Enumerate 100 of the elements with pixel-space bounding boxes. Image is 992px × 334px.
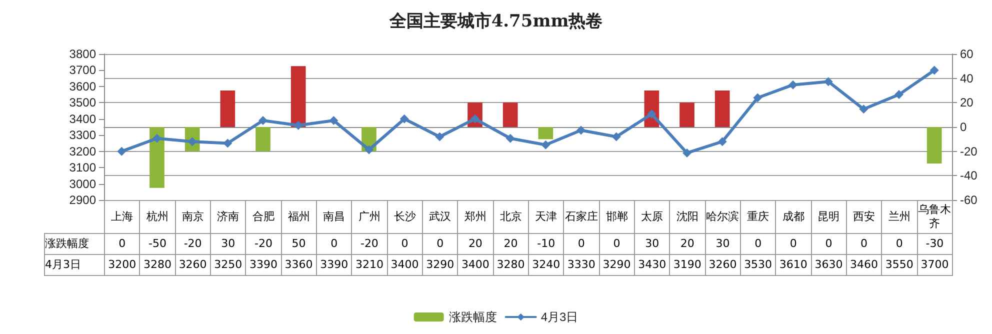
data-label: 0: [564, 234, 600, 254]
x-tick-label: 乌鲁木齐: [917, 200, 952, 234]
point: [117, 146, 126, 156]
point: [152, 134, 162, 143]
bar: [502, 102, 518, 127]
x-tick-label: 重庆: [740, 200, 776, 234]
data-label: 3610: [776, 254, 812, 276]
data-label: 0: [776, 234, 812, 254]
data-label: 3250: [210, 254, 246, 276]
data-label: 3260: [175, 254, 210, 276]
data-label: 3400: [387, 254, 422, 276]
data-label: 20: [670, 234, 706, 254]
y-tick-label: 2900: [69, 193, 96, 207]
point: [435, 132, 444, 142]
data-label: 0: [104, 234, 140, 254]
data-label: 30: [210, 234, 246, 254]
x-tick-label: 邯郸: [599, 200, 634, 234]
y-tick-label: 3100: [69, 160, 96, 175]
y-tick-label: 3800: [69, 47, 96, 61]
data-label: 3290: [599, 254, 634, 276]
y-tick-label: 3200: [69, 144, 96, 158]
bar: [256, 127, 270, 152]
x-tick-label: 西安: [846, 200, 882, 234]
y-tick-label: 3400: [69, 112, 96, 126]
x-tick-label: 哈尔滨: [705, 200, 740, 234]
y2-tick-label: 20: [960, 96, 974, 110]
data-label: 3280: [493, 254, 528, 276]
data-label: 50: [281, 234, 316, 254]
point: [506, 134, 515, 143]
x-tick-label: 南京: [175, 200, 210, 234]
point: [364, 145, 374, 154]
chart-title: 全国主要城市4.75mm热卷: [388, 12, 603, 32]
x-tick-label: 济南: [210, 200, 246, 234]
y2-tick-label: 40: [960, 71, 974, 86]
data-label: 3700: [917, 254, 952, 276]
data-label: 0: [882, 234, 918, 254]
x-tick-label: 杭州: [140, 200, 176, 234]
x-tick-label: 成都: [776, 200, 812, 234]
data-label: 3280: [140, 254, 176, 276]
data-label: 20: [493, 234, 528, 254]
x-tick-label: 北京: [493, 200, 528, 234]
data-label: 0: [740, 234, 776, 254]
x-tick-label: 上海: [104, 200, 140, 234]
point: [329, 116, 338, 126]
data-label: 3200: [104, 254, 140, 276]
data-label: 20: [458, 234, 494, 254]
data-label: -20: [246, 234, 282, 254]
y2-tick-label: -40: [960, 168, 978, 183]
data-label: 3460: [846, 254, 882, 276]
y2-tick-label: -20: [960, 144, 978, 158]
y-tick-label: 3600: [69, 79, 96, 94]
point: [612, 132, 621, 142]
data-label: 3550: [882, 254, 918, 276]
data-label: -20: [352, 234, 388, 254]
bar: [290, 66, 306, 127]
point: [753, 93, 762, 102]
x-tick-label: 太原: [634, 200, 670, 234]
x-tick-label: 广州: [352, 200, 388, 234]
data-label: 3390: [246, 254, 282, 276]
data-label: 3530: [740, 254, 776, 276]
data-label: 30: [634, 234, 670, 254]
x-tick-label: 兰州: [882, 200, 918, 234]
y2-tick-label: -60: [960, 193, 978, 207]
x-tick-label: 福州: [281, 200, 316, 234]
data-label: 3190: [670, 254, 706, 276]
point: [400, 114, 409, 124]
point: [894, 90, 904, 100]
x-tick-label: 长沙: [387, 200, 422, 234]
point: [541, 140, 550, 150]
point: [859, 104, 868, 114]
data-label: -10: [528, 234, 564, 254]
x-tick-label: 石家庄: [564, 200, 600, 234]
point: [930, 66, 939, 75]
bar: [926, 127, 942, 164]
legend-label: 涨跌幅度: [448, 310, 497, 324]
data-label: 3290: [422, 254, 458, 276]
data-label: 0: [846, 234, 882, 254]
y-tick-label: 3500: [69, 96, 96, 110]
data-label: 0: [422, 234, 458, 254]
bar: [150, 127, 164, 188]
data-label: 0: [387, 234, 422, 254]
data-label: 30: [705, 234, 740, 254]
bar: [220, 90, 236, 127]
x-tick-label: 昆明: [811, 200, 846, 234]
x-tick-label: 郑州: [458, 200, 494, 234]
data-label: 3390: [316, 254, 352, 276]
y-tick-label: 3300: [69, 128, 96, 142]
bar: [714, 90, 730, 127]
x-tick-label: 沈阳: [670, 200, 706, 234]
data-label: 3400: [458, 254, 494, 276]
data-label: -50: [140, 234, 176, 254]
point: [258, 116, 268, 126]
data-label: 3360: [281, 254, 316, 276]
x-tick-label: 合肥: [246, 200, 282, 234]
data-label: 3630: [811, 254, 846, 276]
y-tick-label: 3700: [69, 63, 96, 78]
bar: [538, 127, 554, 140]
data-label: 0: [316, 234, 352, 254]
y2-tick-label: 60: [960, 47, 974, 61]
point: [682, 148, 692, 158]
